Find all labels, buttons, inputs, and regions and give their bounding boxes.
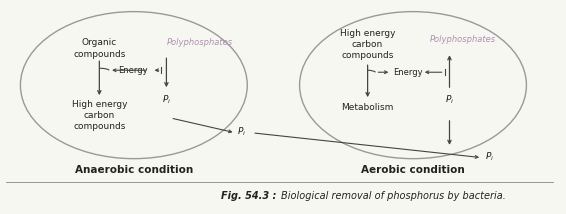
Text: Polyphosphates: Polyphosphates: [430, 36, 496, 45]
Text: $P_i$: $P_i$: [162, 93, 171, 106]
Text: High energy
carbon
compounds: High energy carbon compounds: [71, 100, 127, 131]
Text: Aerobic condition: Aerobic condition: [361, 165, 465, 175]
Text: High energy
carbon
compounds: High energy carbon compounds: [340, 28, 396, 60]
Text: Biological removal of phosphorus by bacteria.: Biological removal of phosphorus by bact…: [281, 191, 505, 201]
Text: Metabolism: Metabolism: [341, 103, 394, 112]
Text: $P_i$: $P_i$: [485, 150, 494, 163]
Text: $P_i$: $P_i$: [445, 93, 454, 106]
Text: Energy: Energy: [393, 68, 423, 77]
Text: Organic
compounds: Organic compounds: [73, 39, 126, 59]
Text: Polyphosphates: Polyphosphates: [166, 39, 233, 48]
Text: $P_i$: $P_i$: [237, 126, 247, 138]
Text: Energy: Energy: [118, 66, 148, 75]
Text: Anaerobic condition: Anaerobic condition: [75, 165, 193, 175]
Text: Fig. 54.3 :: Fig. 54.3 :: [221, 191, 280, 201]
